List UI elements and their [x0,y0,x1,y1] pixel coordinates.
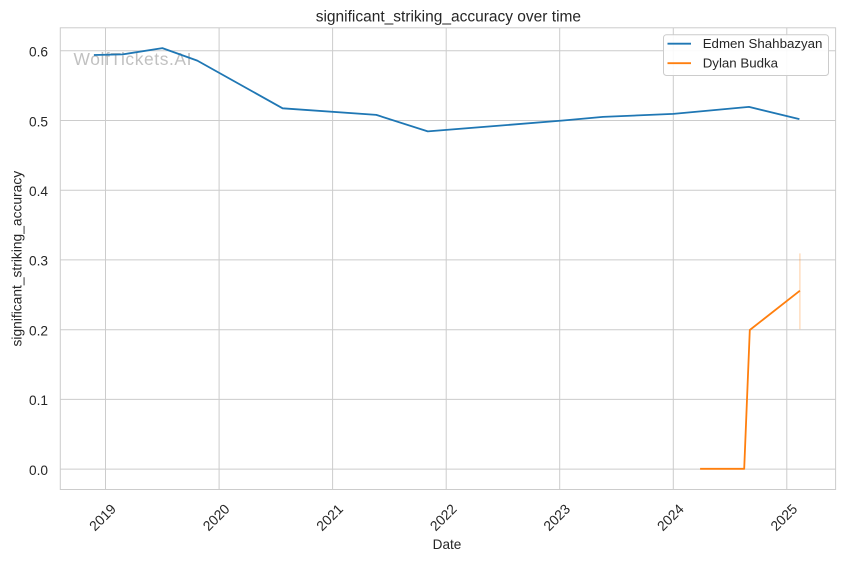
svg-text:Date: Date [433,537,462,552]
svg-text:0.2: 0.2 [29,324,48,339]
svg-text:0.1: 0.1 [29,393,48,408]
svg-text:WolfTickets.AI: WolfTickets.AI [74,49,193,69]
svg-text:Edmen Shahbazyan: Edmen Shahbazyan [703,36,823,51]
svg-text:0.4: 0.4 [29,184,48,199]
svg-text:significant_striking_accuracy: significant_striking_accuracy over time [316,9,581,26]
svg-text:0.3: 0.3 [29,254,48,269]
svg-text:0.5: 0.5 [29,114,48,129]
svg-text:Dylan Budka: Dylan Budka [703,55,779,70]
svg-text:0.0: 0.0 [29,463,48,478]
svg-text:significant_striking_accuracy: significant_striking_accuracy [10,171,25,347]
svg-text:0.6: 0.6 [29,45,48,60]
